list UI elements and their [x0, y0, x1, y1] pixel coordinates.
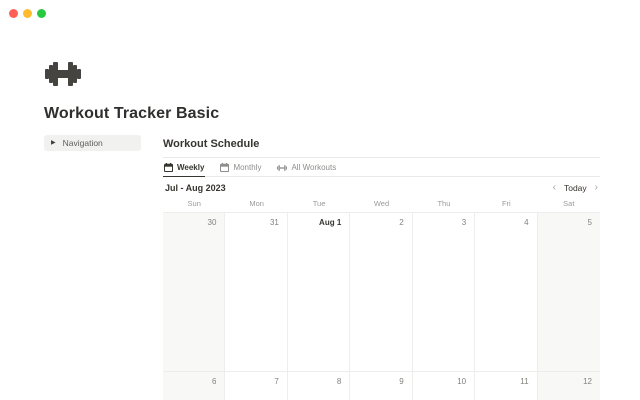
date-label: 5 [587, 218, 592, 227]
date-label: 7 [274, 377, 279, 386]
calendar-grid: 30 31 Aug 1 2 3 4 5 6 7 8 9 10 11 12 [163, 212, 600, 400]
chevron-right-icon[interactable]: › [594, 182, 598, 193]
sidebar-item-label: Navigation [62, 138, 103, 148]
calendar-nav: ‹ Today › [552, 182, 598, 194]
calendar-day-cell[interactable]: 12 [537, 372, 600, 400]
minimize-button[interactable] [23, 9, 32, 18]
date-label: 10 [457, 377, 467, 386]
date-label: 30 [207, 218, 217, 227]
dow-label: Fri [501, 199, 511, 208]
calendar-day-cell[interactable]: 5 [537, 213, 600, 371]
dow-label: Sat [563, 199, 575, 208]
date-label: Aug 1 [319, 218, 342, 227]
date-label: 12 [583, 377, 592, 386]
tab-monthly[interactable]: Monthly [219, 158, 262, 177]
tab-label: Monthly [233, 163, 262, 172]
calendar-icon [220, 163, 230, 172]
calendar-day-cell[interactable]: 4 [475, 213, 538, 371]
calendar-day-cell[interactable]: Aug 1 [287, 213, 351, 371]
section-title: Workout Schedule [163, 138, 260, 150]
dow-label: Wed [373, 199, 390, 208]
date-label: 31 [269, 218, 279, 227]
calendar-toolbar: Jul - Aug 2023 ‹ Today › [163, 177, 600, 197]
tab-weekly[interactable]: Weekly [163, 158, 206, 177]
calendar-day-cell[interactable]: 7 [225, 372, 288, 400]
calendar-day-cell[interactable]: 9 [350, 372, 413, 400]
today-button[interactable]: Today [563, 183, 587, 193]
dumbbell-icon [277, 164, 288, 171]
date-label: 4 [524, 218, 529, 227]
calendar-day-cell[interactable]: 11 [475, 372, 538, 400]
calendar-week-row: 30 31 Aug 1 2 3 4 5 [163, 213, 600, 372]
calendar-range-label: Jul - Aug 2023 [165, 183, 226, 193]
sidebar-item-navigation[interactable]: ▶ Navigation [44, 135, 141, 151]
dow-label: Sun [187, 199, 201, 208]
day-of-week-header: Sun Mon Tue Wed Thu Fri Sat [163, 197, 600, 212]
date-label: 3 [461, 218, 467, 227]
calendar-day-cell[interactable]: 31 [225, 213, 288, 371]
calendar-day-cell[interactable]: 10 [412, 372, 476, 400]
sidebar: ▶ Navigation [44, 135, 154, 151]
zoom-button[interactable] [37, 9, 46, 18]
calendar-day-cell[interactable]: 30 [163, 213, 226, 371]
date-label: 6 [211, 377, 217, 386]
window-controls [9, 9, 46, 18]
main-content: Workout Schedule Weekly Mont [163, 138, 600, 400]
date-label: 9 [399, 377, 404, 386]
chevron-left-icon[interactable]: ‹ [552, 182, 556, 193]
dow-label: Tue [312, 199, 326, 208]
dumbbell-icon [45, 62, 81, 86]
tab-label: All Workouts [291, 163, 337, 172]
view-tabs: Weekly Monthly [163, 157, 600, 177]
tab-label: Weekly [177, 163, 205, 172]
calendar-day-cell[interactable]: 6 [163, 372, 226, 400]
tab-all-workouts[interactable]: All Workouts [276, 158, 337, 177]
calendar-day-cell[interactable]: 2 [350, 213, 413, 371]
calendar-week-row: 6 7 8 9 10 11 12 [163, 372, 600, 400]
page-title: Workout Tracker Basic [44, 105, 220, 122]
date-label: 2 [399, 218, 404, 227]
date-label: 11 [520, 377, 529, 386]
calendar-icon [164, 163, 173, 172]
calendar-day-cell[interactable]: 8 [287, 372, 351, 400]
calendar-day-cell[interactable]: 3 [412, 213, 476, 371]
date-label: 8 [336, 377, 342, 386]
dow-label: Mon [249, 199, 264, 208]
close-button[interactable] [9, 9, 18, 18]
dow-label: Thu [437, 199, 451, 208]
triangle-right-icon: ▶ [51, 140, 56, 146]
